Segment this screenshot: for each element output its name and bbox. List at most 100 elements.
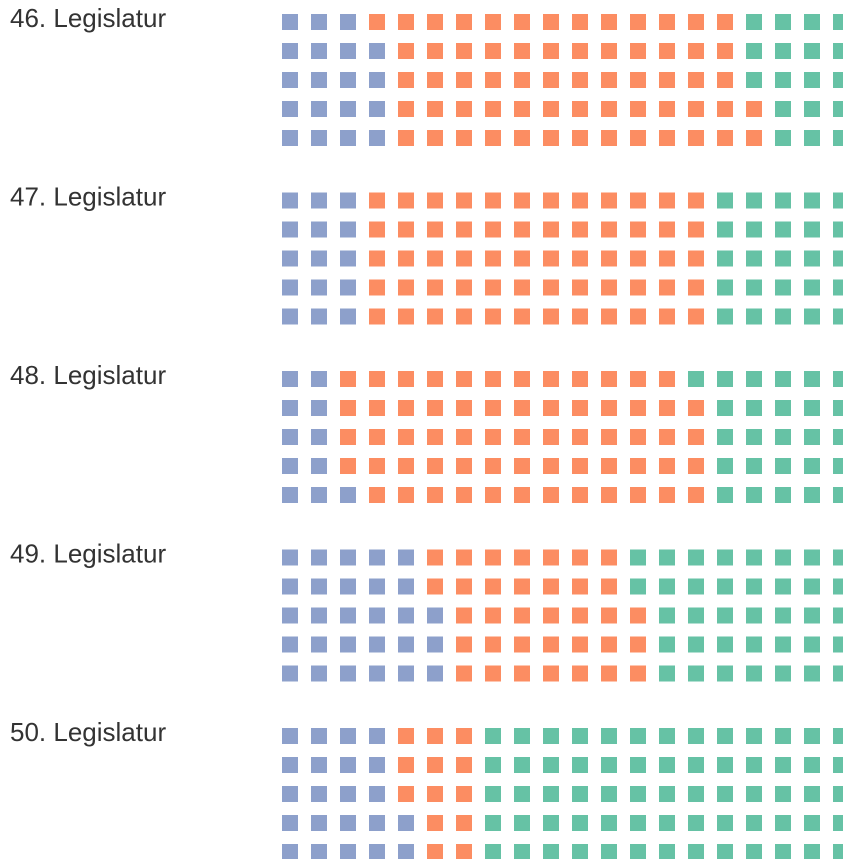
seat (572, 636, 588, 653)
seat (717, 101, 733, 117)
seat (456, 192, 472, 209)
seat (630, 221, 646, 238)
seat (427, 130, 443, 146)
seat (282, 308, 298, 325)
seat (485, 487, 501, 503)
group-label: 50. Legislatur (10, 717, 166, 747)
seat (543, 308, 559, 325)
seat (659, 43, 675, 59)
seat (630, 458, 646, 474)
seat (630, 130, 646, 146)
seat (717, 371, 733, 387)
seat (282, 636, 298, 653)
seat (833, 815, 843, 831)
seat (282, 43, 298, 59)
seat (688, 400, 704, 416)
seat (630, 757, 646, 773)
seat (427, 636, 443, 653)
seat (833, 279, 843, 296)
seat (311, 786, 327, 802)
seat (601, 43, 617, 59)
seat (543, 429, 559, 445)
seat (427, 101, 443, 117)
seat (369, 429, 385, 445)
seat (514, 250, 530, 267)
seat (485, 192, 501, 209)
seat (833, 728, 843, 744)
seat (804, 371, 820, 387)
seat (746, 757, 762, 773)
seat (282, 72, 298, 88)
seat (601, 250, 617, 267)
seat (514, 786, 530, 802)
seat (282, 221, 298, 238)
seat (717, 400, 733, 416)
seat (398, 757, 414, 773)
seat (717, 607, 733, 624)
seat (485, 815, 501, 831)
seat (630, 487, 646, 503)
seat (775, 458, 791, 474)
seat (311, 844, 327, 859)
seat (572, 458, 588, 474)
seat (688, 636, 704, 653)
seat (427, 844, 443, 859)
seat (630, 308, 646, 325)
seat (833, 844, 843, 859)
seat (804, 400, 820, 416)
seat (659, 458, 675, 474)
seat (514, 578, 530, 595)
seat (514, 130, 530, 146)
seat (311, 72, 327, 88)
seat (514, 487, 530, 503)
seat (543, 221, 559, 238)
seat (427, 429, 443, 445)
seat (775, 43, 791, 59)
seat (572, 815, 588, 831)
seat (746, 250, 762, 267)
seat (688, 757, 704, 773)
seat (456, 815, 472, 831)
seat (659, 279, 675, 296)
seat (485, 757, 501, 773)
seat (543, 815, 559, 831)
seat (427, 221, 443, 238)
seat (543, 250, 559, 267)
seat (398, 487, 414, 503)
seat (717, 192, 733, 209)
seat (572, 728, 588, 744)
seat (485, 14, 501, 30)
seat (746, 636, 762, 653)
seat (340, 429, 356, 445)
seat (688, 458, 704, 474)
seat (746, 400, 762, 416)
seat (311, 43, 327, 59)
seat (340, 728, 356, 744)
seat (514, 636, 530, 653)
seat (601, 607, 617, 624)
seat (311, 101, 327, 117)
seat (485, 308, 501, 325)
seat (311, 728, 327, 744)
seat (514, 728, 530, 744)
seat (427, 607, 443, 624)
seat (804, 815, 820, 831)
seat (369, 130, 385, 146)
seat (659, 14, 675, 30)
seat (485, 101, 501, 117)
seat (688, 429, 704, 445)
seat (775, 844, 791, 859)
seat (572, 43, 588, 59)
seat (456, 130, 472, 146)
seat (485, 549, 501, 566)
seat (398, 458, 414, 474)
seat (804, 192, 820, 209)
seat (282, 757, 298, 773)
seat (688, 371, 704, 387)
seat (398, 101, 414, 117)
seat (746, 192, 762, 209)
seat (427, 487, 443, 503)
seat (601, 72, 617, 88)
seat (282, 130, 298, 146)
seat (775, 101, 791, 117)
